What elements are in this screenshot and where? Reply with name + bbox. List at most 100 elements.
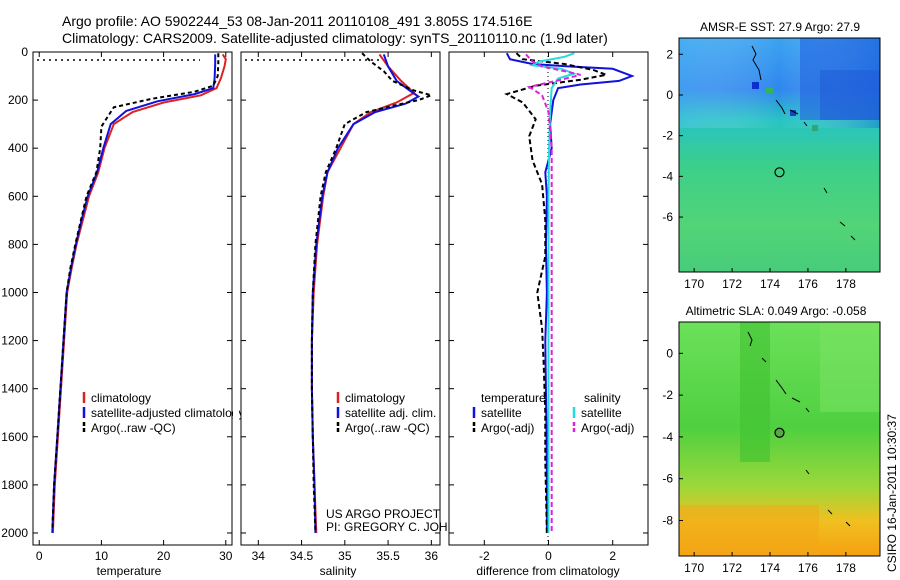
salinity-legend: climatology satellite adj. clim. Argo(..…: [336, 391, 436, 435]
series-line-argo-raw-qc-: [51, 53, 220, 531]
x-tick-label: 0: [36, 549, 43, 563]
y-tick-label: 1600: [1, 430, 28, 444]
legend-label-sal-argo: Argo(-adj): [581, 421, 634, 435]
map-x-tick-label: 176: [798, 277, 818, 291]
map-y-tick-label: -2: [662, 388, 673, 402]
y-tick-label: 1000: [1, 285, 28, 299]
series-line-salinity-argo-adj-: [525, 53, 581, 533]
map-x-tick-label: 178: [836, 277, 856, 291]
x-tick-label: 35.5: [376, 549, 400, 563]
map-x-tick-label: 174: [760, 277, 780, 291]
legend-header-salinity: salinity: [584, 391, 621, 405]
header-line-2: Climatology: CARS2009. Satellite-adjuste…: [62, 30, 608, 46]
map-y-tick-label: 2: [666, 47, 673, 61]
y-tick-label: 1200: [1, 334, 28, 348]
map-y-tick-label: -8: [662, 513, 673, 527]
difference-lines: [504, 52, 635, 534]
sla-map-title: Altimetric SLA: 0.049 Argo: -0.058: [686, 304, 867, 318]
legend-clip-mask: [233, 400, 239, 430]
y-tick-label: 400: [8, 141, 28, 155]
x-tick-label: 36: [425, 549, 439, 563]
map-y-tick-label: -6: [662, 472, 673, 486]
difference-panel: -2 0 2 difference from climatology tempera…: [448, 51, 649, 578]
legend-label-sal-satellite: satellite: [581, 406, 622, 420]
y-tick-label: 800: [8, 237, 28, 251]
temperature-lines: [51, 53, 227, 534]
y-tick-label: 1800: [1, 478, 28, 492]
legend-label-satellite: satellite-adjusted climatology: [91, 406, 244, 420]
legend-label-satellite: satellite adj. clim.: [345, 406, 436, 420]
sla-light-patch: [820, 322, 880, 412]
y-tick-label: 600: [8, 189, 28, 203]
map-x-tick-label: 170: [684, 277, 704, 291]
salinity-panel: 34 34.5 35 35.5 36 salinity climatology sate…: [240, 51, 482, 578]
salinity-axes-frame: [240, 51, 441, 546]
map-y-tick-label: 0: [666, 88, 673, 102]
legend-header-temperature: temperature: [481, 391, 546, 405]
salinity-xlabel: salinity: [320, 564, 357, 578]
legend-label-temp-argo: Argo(-adj): [481, 421, 534, 435]
legend-label-temp-satellite: satellite: [481, 406, 522, 420]
temperature-axes-frame: [32, 51, 233, 546]
map-y-tick-label: -2: [662, 129, 673, 143]
salinity-lines: [310, 52, 435, 534]
map-x-tick-label: 174: [760, 561, 780, 575]
map-y-tick-label: -6: [662, 210, 673, 224]
x-tick-label: 2: [609, 549, 616, 563]
x-tick-label: 30: [219, 549, 233, 563]
header-line-1: Argo profile: AO 5902244_53 08-Jan-2011 …: [62, 13, 532, 29]
temperature-xlabel: temperature: [97, 564, 162, 578]
x-tick-label: 0: [545, 549, 552, 563]
map-y-tick-label: -4: [662, 430, 673, 444]
x-tick-label: 34: [252, 549, 266, 563]
sst-map-panel: AMSR-E SST: 27.9 Argo: 27.9 170 172 174 176…: [662, 20, 881, 291]
sst-land-pixel: [752, 82, 759, 89]
map-x-tick-label: 178: [836, 561, 856, 575]
map-y-tick-label: -4: [662, 169, 673, 183]
difference-xlabel: difference from climatology: [476, 564, 619, 578]
temperature-legend: climatology satellite-adjusted climatolo…: [82, 391, 244, 435]
x-tick-label: 20: [157, 549, 171, 563]
x-tick-label: -2: [479, 549, 490, 563]
sst-map-title: AMSR-E SST: 27.9 Argo: 27.9: [700, 20, 860, 34]
timestamp: CSIRO 16-Jan-2011 10:30:37: [885, 414, 899, 572]
sst-map-frame: [678, 37, 881, 273]
sst-land-pixel: [766, 88, 773, 94]
sla-argo-location-marker: [774, 427, 785, 438]
credit-line-1: US ARGO PROJECT: [326, 507, 441, 521]
legend-label-argo: Argo(..raw -QC): [91, 421, 176, 435]
salinity-ticks: 34 34.5 35 35.5 36: [241, 51, 440, 563]
sla-map-panel: Altimetric SLA: 0.049 Argo: -0.058 170 17…: [662, 304, 881, 575]
map-x-tick-label: 170: [684, 561, 704, 575]
y-tick-label: 1400: [1, 382, 28, 396]
map-x-tick-label: 172: [722, 561, 742, 575]
sst-argo-location-marker: [774, 167, 785, 178]
legend-label-climatology: climatology: [91, 391, 151, 405]
map-y-tick-label: 0: [666, 346, 673, 360]
map-x-tick-label: 176: [798, 561, 818, 575]
legend-label-argo: Argo(..raw -QC): [345, 421, 430, 435]
map-x-tick-label: 172: [722, 277, 742, 291]
series-line-temperature-argo-adj-: [504, 52, 611, 534]
difference-legend: temperature salinity satellite Argo(-adj…: [472, 391, 634, 435]
legend-label-climatology: climatology: [345, 391, 405, 405]
sla-coastline: [747, 331, 851, 527]
y-tick-label: 2000: [1, 526, 28, 540]
series-line-satellite-adjusted-climatology: [51, 54, 217, 534]
sla-ridge: [740, 322, 770, 462]
sst-coastline: [751, 45, 856, 241]
sla-map-frame: [678, 321, 881, 557]
sla-map-ticks: 170 172 174 176 178 0 -2 -4 -6 -8: [662, 346, 856, 575]
x-tick-label: 35: [338, 549, 352, 563]
series-line-argo-raw-qc-: [310, 52, 435, 531]
sla-warm-patch: [679, 505, 819, 556]
temperature-ticks: 0 10 20 30 0 200 400 600 800 1000 1200 1400 1600 1800…: [1, 45, 232, 563]
sst-map-ticks: 170 172 174 176 178 2 0 -2 -4 -6: [662, 47, 856, 291]
credit-line-2: PI: GREGORY C. JOHNSON: [326, 520, 482, 534]
difference-ticks: -2 0 2: [449, 51, 648, 563]
sst-cold-patch-2: [820, 70, 880, 120]
y-tick-label: 0: [21, 45, 28, 59]
sst-land-pixel: [790, 110, 796, 116]
temperature-panel: 0 10 20 30 0 200 400 600 800 1000 1200 1400 1600 1800…: [1, 45, 244, 578]
